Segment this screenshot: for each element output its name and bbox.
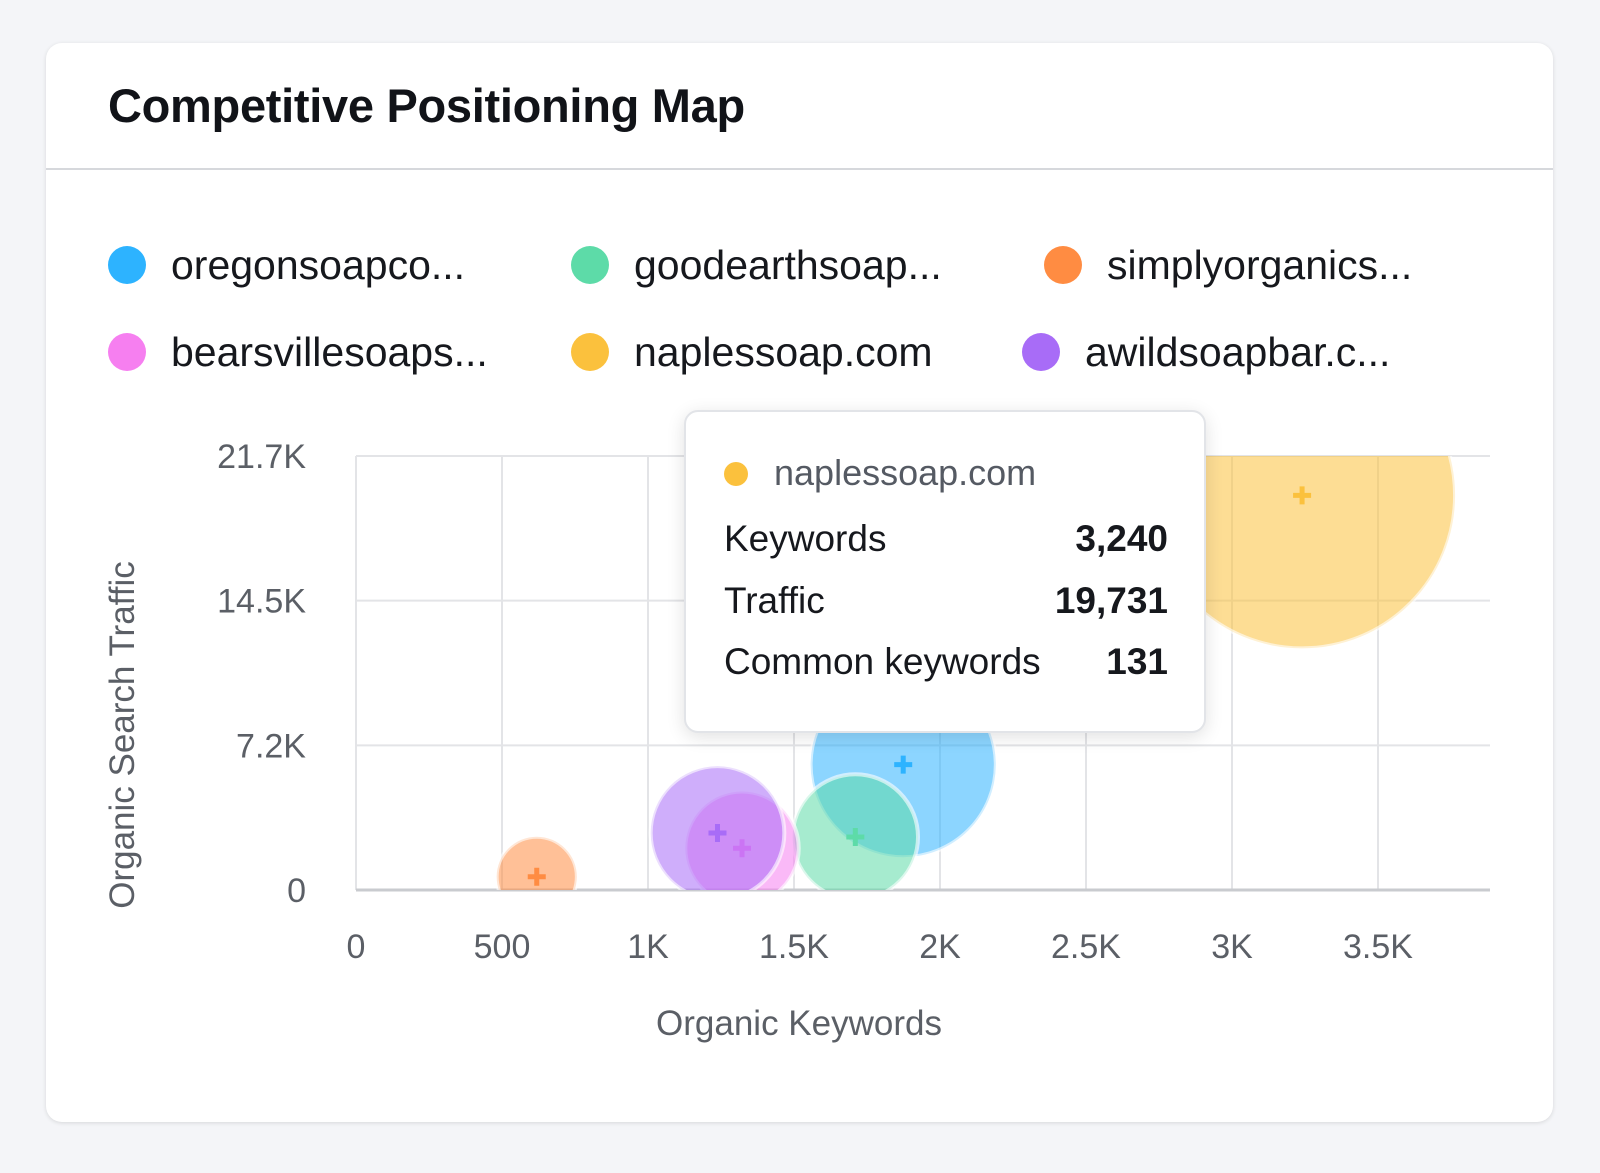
- tooltip-value: 131: [1106, 641, 1168, 682]
- legend-item[interactable]: awildsoapbar.c...: [1022, 327, 1390, 377]
- bubble-center-plus-icon: [1293, 486, 1312, 505]
- tooltip-label: Common keywords: [724, 641, 1041, 682]
- tooltip-value: 19,731: [1054, 580, 1168, 621]
- tooltip-row-common-keywords: Common keywords 131: [724, 641, 1168, 683]
- tooltip-label: Keywords: [724, 518, 887, 559]
- tooltip-color-dot: [724, 462, 748, 486]
- x-tick-label: 0: [347, 928, 366, 966]
- tooltip-value: 3,240: [1075, 518, 1168, 559]
- bubble-simplyorganics[interactable]: [494, 834, 579, 917]
- tooltip-row-keywords: Keywords 3,240: [724, 518, 1168, 560]
- legend-label: naplessoap.com: [634, 328, 933, 375]
- y-tick-label: 14.5K: [217, 583, 306, 621]
- legend-dot-icon: [571, 246, 609, 284]
- header-divider: [46, 168, 1553, 170]
- x-tick-label: 1K: [627, 928, 669, 966]
- legend-label: awildsoapbar.c...: [1085, 328, 1391, 375]
- x-tick-label: 1.5K: [759, 928, 829, 966]
- legend-label: simplyorganics...: [1107, 241, 1413, 288]
- legend-label: bearsvillesoaps...: [171, 328, 488, 375]
- legend-item[interactable]: goodearthsoap...: [571, 240, 942, 290]
- bubble-center-plus-icon: [846, 828, 865, 846]
- tooltip-domain: naplessoap.com: [774, 452, 1037, 493]
- legend-dot-icon: [108, 333, 146, 371]
- legend-item[interactable]: bearsvillesoaps...: [108, 327, 488, 377]
- legend-label: oregonsoapco...: [171, 241, 466, 288]
- x-axis-label: Organic Keywords: [656, 1004, 942, 1043]
- legend-dot-icon: [1044, 246, 1082, 284]
- bubble-center-plus-icon: [894, 755, 913, 774]
- legend-item[interactable]: simplyorganics...: [1044, 240, 1412, 290]
- x-tick-label: 2.5K: [1051, 928, 1121, 966]
- y-tick-label: 0: [287, 872, 306, 910]
- bubbles: [494, 456, 1458, 917]
- legend-dot-icon: [108, 246, 146, 284]
- x-tick-label: 500: [474, 928, 531, 966]
- x-tick-label: 3K: [1211, 928, 1253, 966]
- legend-item[interactable]: oregonsoapco...: [108, 240, 465, 290]
- tooltip-row-traffic: Traffic 19,731: [724, 580, 1168, 622]
- x-tick-label: 2K: [919, 928, 961, 966]
- legend-label: goodearthsoap...: [634, 241, 942, 288]
- y-axis-label: Organic Search Traffic: [103, 561, 142, 909]
- bubble-center-plus-icon: [527, 867, 546, 886]
- legend-dot-icon: [571, 333, 609, 371]
- y-tick-label: 7.2K: [236, 727, 306, 765]
- tooltip-label: Traffic: [724, 580, 825, 621]
- x-tick-label: 3.5K: [1343, 928, 1413, 966]
- y-tick-label: 21.7K: [217, 438, 306, 476]
- card-title: Competitive Positioning Map: [108, 79, 745, 132]
- tooltip: naplessoap.com Keywords 3,240 Traffic 19…: [684, 410, 1206, 733]
- legend-item[interactable]: naplessoap.com: [571, 327, 933, 377]
- legend-dot-icon: [1022, 333, 1060, 371]
- bubble-center-plus-icon: [708, 824, 727, 842]
